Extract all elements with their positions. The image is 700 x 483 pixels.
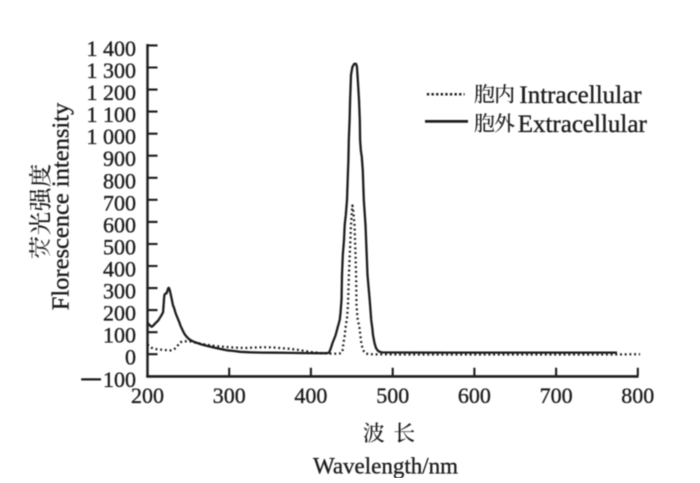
svg-text:200: 200 bbox=[131, 383, 164, 408]
svg-text:1 300: 1 300 bbox=[87, 58, 137, 83]
svg-text:1 000: 1 000 bbox=[87, 124, 137, 149]
svg-text:900: 900 bbox=[103, 146, 136, 171]
svg-text:Florescence intensity: Florescence intensity bbox=[48, 102, 75, 310]
svg-text:700: 700 bbox=[540, 383, 573, 408]
svg-text:800: 800 bbox=[621, 383, 654, 408]
svg-text:800: 800 bbox=[103, 168, 136, 193]
svg-text:0: 0 bbox=[125, 345, 136, 370]
svg-text:Intracellular: Intracellular bbox=[519, 82, 642, 109]
svg-text:1 400: 1 400 bbox=[87, 36, 137, 61]
svg-text:300: 300 bbox=[213, 383, 246, 408]
svg-text:1 100: 1 100 bbox=[87, 102, 137, 127]
svg-text:700: 700 bbox=[103, 190, 136, 215]
svg-text:1 200: 1 200 bbox=[87, 80, 137, 105]
svg-text:200: 200 bbox=[103, 301, 136, 326]
svg-text:300: 300 bbox=[103, 279, 136, 304]
svg-text:600: 600 bbox=[103, 212, 136, 237]
svg-text:400: 400 bbox=[103, 257, 136, 282]
svg-text:Extracellular: Extracellular bbox=[518, 111, 648, 138]
svg-text:400: 400 bbox=[294, 383, 327, 408]
svg-text:100: 100 bbox=[103, 323, 136, 348]
svg-text:500: 500 bbox=[103, 235, 136, 260]
svg-text:500: 500 bbox=[376, 383, 409, 408]
svg-text:100: 100 bbox=[103, 367, 136, 392]
svg-text:600: 600 bbox=[458, 383, 491, 408]
svg-text:Wavelength/nm: Wavelength/nm bbox=[313, 454, 458, 478]
